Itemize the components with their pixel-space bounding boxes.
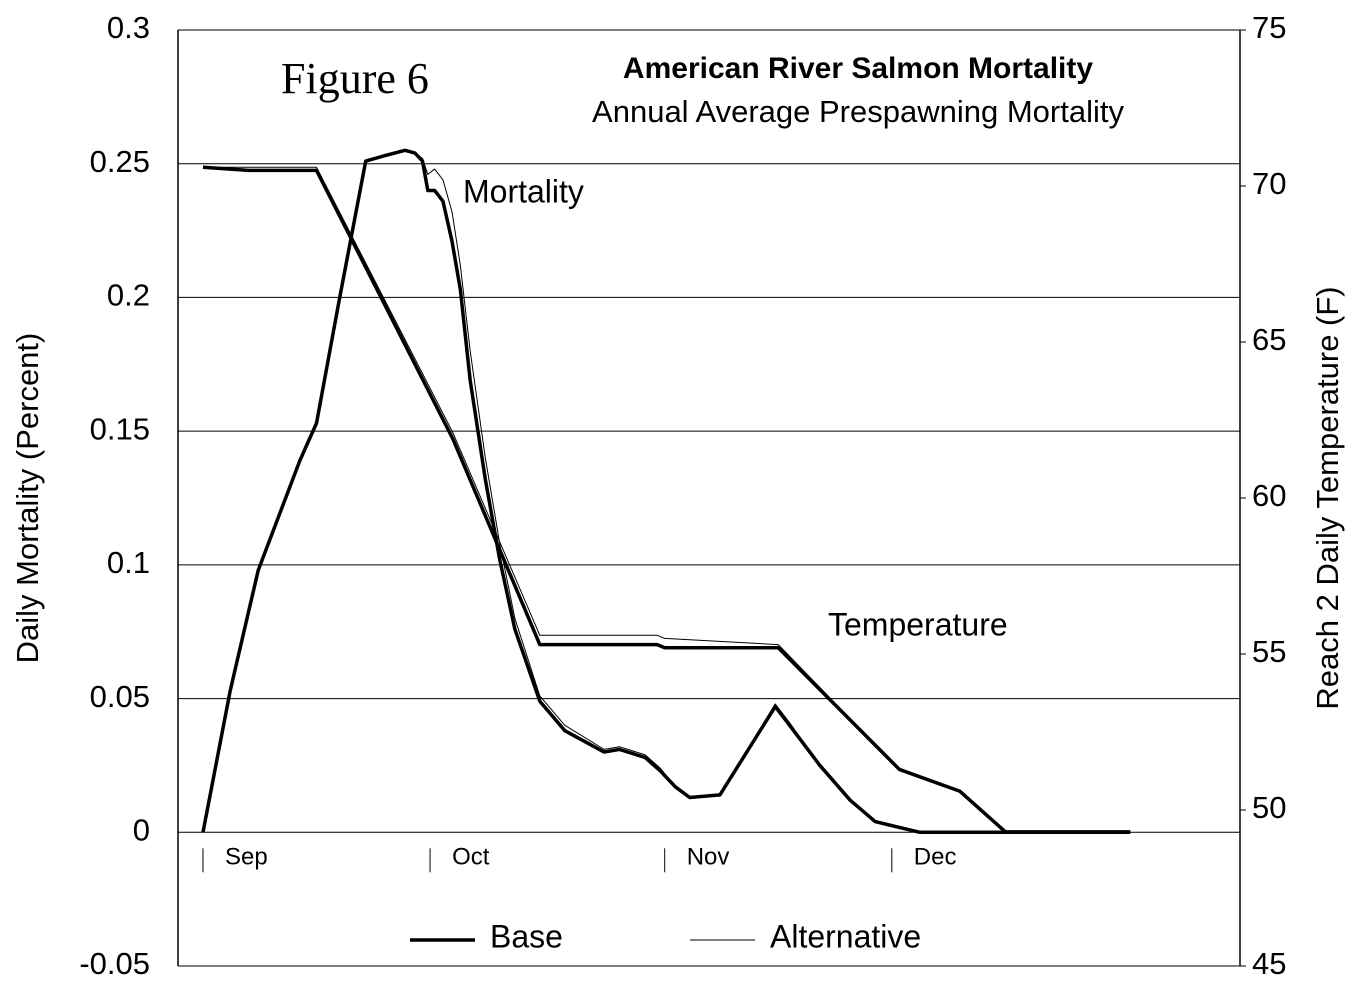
line — [202, 149, 1131, 833]
y-tick-label: 0 — [133, 812, 150, 847]
y-axis-label: Daily Mortality (Percent) — [10, 333, 45, 664]
y-tick-label: -0.05 — [79, 946, 150, 981]
x-tick-label: Dec — [914, 844, 957, 871]
annotation: Temperature — [828, 606, 1008, 642]
legend-label: Base — [490, 918, 563, 954]
y2-tick-label: 65 — [1252, 322, 1286, 357]
line — [201, 148, 1131, 835]
x-tick-label: Sep — [225, 844, 268, 871]
line — [202, 166, 1131, 833]
y2-tick-label: 70 — [1252, 166, 1286, 201]
y2-tick-label: 75 — [1252, 10, 1286, 45]
x-tick-label: Oct — [452, 844, 490, 871]
y2-tick-label: 50 — [1252, 790, 1286, 825]
y-tick-label: 0.15 — [90, 411, 150, 446]
line — [202, 165, 1131, 834]
chart-subtitle: Annual Average Prespawning Mortality — [592, 94, 1124, 129]
figure-label: Figure 6 — [281, 54, 429, 103]
y2-tick-label: 60 — [1252, 478, 1286, 513]
y-tick-label: 0.25 — [90, 144, 150, 179]
y-tick-label: 0.3 — [107, 10, 150, 45]
annotation: Mortality — [463, 173, 584, 209]
y-tick-label: 0.2 — [107, 278, 150, 313]
y-tick-label: 0.1 — [107, 545, 150, 580]
x-tick-label: Nov — [687, 844, 730, 871]
y2-tick-label: 55 — [1252, 634, 1286, 669]
y2-tick-label: 45 — [1252, 946, 1286, 981]
chart-title: American River Salmon Mortality — [623, 52, 1093, 85]
legend-label: Alternative — [770, 918, 921, 954]
y2-axis-label: Reach 2 Daily Temperature (F) — [1310, 286, 1345, 709]
y-tick-label: 0.05 — [90, 679, 150, 714]
